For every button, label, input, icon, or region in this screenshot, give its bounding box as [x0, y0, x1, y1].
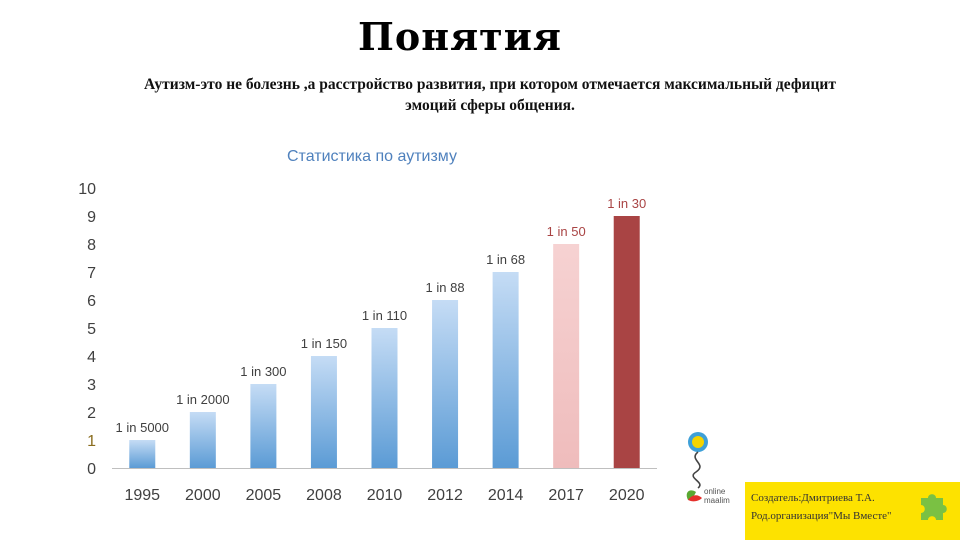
online-maalim-logo: online maalim	[680, 430, 740, 510]
subtitle-line-2: эмоций сферы общения.	[405, 97, 575, 114]
y-tick-label: 8	[87, 237, 96, 254]
data-label-1995: 1 in 5000	[116, 420, 170, 435]
y-tick-label: 0	[87, 461, 96, 478]
y-tick-label: 5	[87, 321, 96, 338]
bar-2005	[250, 384, 277, 468]
y-tick-label: 2	[87, 405, 96, 422]
credit-box: Создатель:Дмитриева Т.А. Род.организация…	[745, 482, 960, 540]
bulb-icon: online maalim	[686, 432, 730, 505]
x-tick-label-2017: 2017	[548, 487, 584, 504]
data-label-2008: 1 in 150	[301, 336, 347, 351]
x-tick-label-2014: 2014	[488, 487, 524, 504]
bar-2020	[613, 216, 640, 468]
slide-subtitle: Аутизм-это не болезнь ,а расстройство ра…	[20, 74, 960, 116]
y-tick-label: 9	[87, 209, 96, 226]
y-tick-label: 7	[87, 265, 96, 282]
y-tick-label: 3	[87, 377, 96, 394]
data-label-2005: 1 in 300	[240, 364, 286, 379]
x-tick-label-2000: 2000	[185, 487, 221, 504]
data-label-2012: 1 in 88	[426, 280, 465, 295]
data-label-2017: 1 in 50	[547, 224, 586, 239]
bar-1995	[129, 440, 156, 468]
x-tick-label-2010: 2010	[367, 487, 403, 504]
bar-2010	[371, 328, 398, 468]
bar-2008	[310, 356, 337, 468]
slide-title: Понятия	[358, 14, 562, 59]
credit-author: Создатель:Дмитриева Т.А.	[751, 492, 875, 504]
y-axis: 0 1 2 3 4 5 6 7 8 9 10	[78, 181, 96, 478]
data-label-2000: 1 in 2000	[176, 392, 230, 407]
logo-text-maalim: maalim	[704, 496, 730, 505]
y-tick-label: 6	[87, 293, 96, 310]
bar-2017	[553, 244, 580, 468]
data-labels-group: 1 in 5000 1 in 2000 1 in 300 1 in 150 1 in 1…	[116, 196, 647, 435]
data-label-2014: 1 in 68	[486, 252, 525, 267]
x-tick-label-2005: 2005	[246, 487, 282, 504]
puzzle-piece-icon	[921, 494, 947, 520]
y-tick-label: 4	[87, 349, 96, 366]
y-tick-label: 1	[87, 433, 96, 450]
subtitle-line-1: Аутизм-это не болезнь ,а расстройство ра…	[144, 76, 836, 93]
chart-title: Статистика по аутизму	[287, 148, 457, 165]
bars-group	[129, 216, 640, 468]
data-label-2020: 1 in 30	[607, 196, 646, 211]
bar-2014	[492, 272, 519, 468]
credit-organization: Род.организация"Мы Вместе"	[751, 510, 892, 522]
x-tick-label-1995: 1995	[124, 487, 160, 504]
x-tick-label-2008: 2008	[306, 487, 342, 504]
x-axis: 1995 2000 2005 2008 2010 2012 2014 2017 2020	[112, 468, 657, 504]
y-tick-label: 10	[78, 181, 96, 198]
logo-text-online: online	[704, 487, 726, 496]
x-tick-label-2020: 2020	[609, 487, 645, 504]
data-label-2010: 1 in 110	[362, 308, 407, 323]
bar-2012	[432, 300, 459, 468]
bar-2000	[189, 412, 216, 468]
x-tick-label-2012: 2012	[427, 487, 463, 504]
